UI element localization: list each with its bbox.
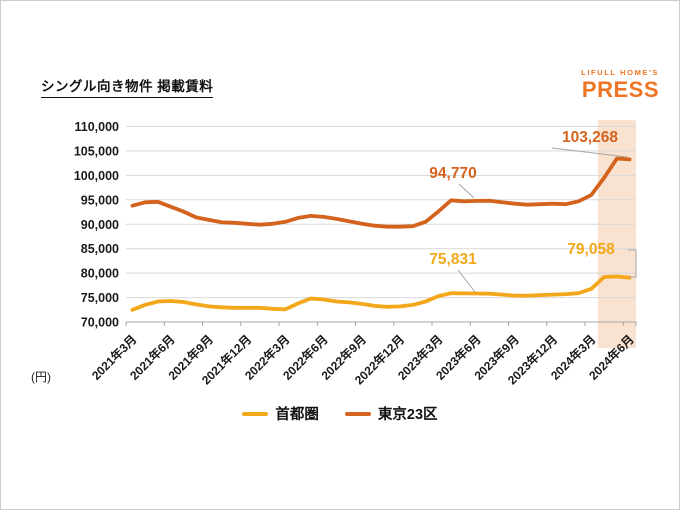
- legend-swatch-tokyo23: [344, 411, 371, 416]
- data-label-shutoken-39: 79,058: [567, 241, 615, 258]
- series-line-shutoken: [130, 274, 632, 312]
- y-tick-label-100000: 100,000: [74, 169, 119, 183]
- chart-legend: 首都圏 東京23区: [1, 403, 679, 424]
- leader-line-tokyo23-27: [458, 183, 475, 199]
- y-tick-label-75000: 75,000: [81, 291, 119, 305]
- chart-title: シングル向き物件 掲載賃料: [41, 75, 214, 98]
- series-line-tokyo23: [130, 156, 632, 229]
- y-tick-label-85000: 85,000: [81, 242, 119, 256]
- logo-text-press: PRESS: [581, 76, 659, 102]
- legend-swatch-shutoken: [242, 411, 269, 416]
- legend-item-shutoken: 首都圏: [242, 403, 319, 424]
- y-tick-label-70000: 70,000: [81, 316, 119, 330]
- logo-text-lifull-homes: LIFULL HOME'S: [581, 68, 659, 77]
- legend-label-tokyo23: 東京23区: [377, 407, 438, 423]
- leader-line-shutoken-27: [457, 269, 476, 293]
- leader-line-tokyo23-39: [551, 147, 628, 158]
- y-tick-label-105000: 105,000: [74, 144, 119, 158]
- y-tick-label-110000: 110,000: [75, 120, 120, 134]
- data-label-shutoken-27: 75,831: [429, 251, 477, 268]
- legend-item-tokyo23: 東京23区: [344, 403, 438, 424]
- data-label-tokyo23-27: 94,770: [429, 165, 476, 182]
- leader-line-shutoken-39: [628, 249, 637, 278]
- legend-label-shutoken: 首都圏: [275, 407, 319, 423]
- data-label-tokyo23-39: 103,268: [562, 129, 618, 146]
- y-tick-label-95000: 95,000: [81, 193, 119, 207]
- y-tick-label-90000: 90,000: [81, 218, 119, 232]
- y-tick-label-80000: 80,000: [81, 267, 119, 281]
- lifull-homes-press-logo: LIFULL HOME'S PRESS: [581, 69, 659, 101]
- y-axis-unit-label: (円): [31, 370, 51, 384]
